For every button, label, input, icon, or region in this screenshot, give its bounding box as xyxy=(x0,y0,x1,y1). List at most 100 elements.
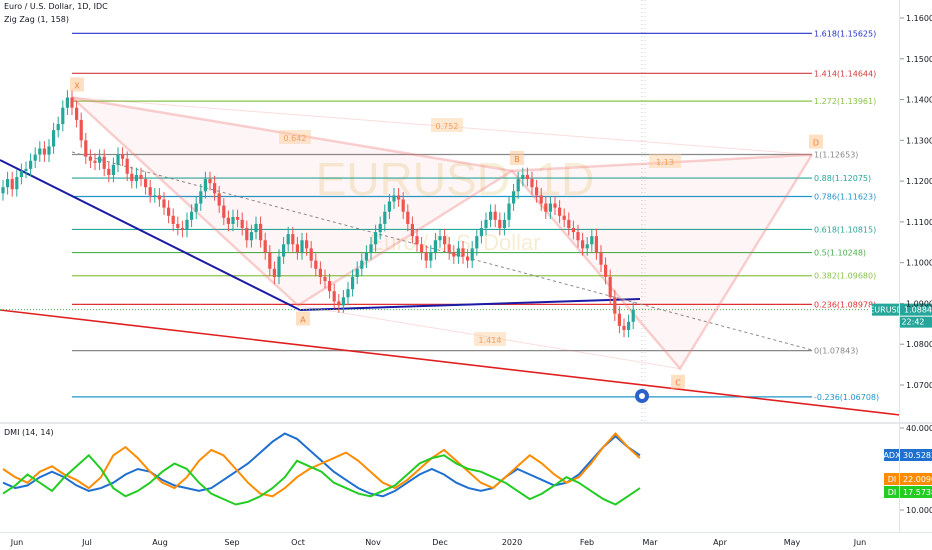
candle-body xyxy=(604,264,608,277)
candle-body xyxy=(226,217,230,224)
pattern-point-box xyxy=(809,134,823,149)
candle-body xyxy=(222,205,226,218)
y-tick-label: 1.07000 xyxy=(906,381,932,390)
dmi-legend-value: 17.5738 xyxy=(903,488,932,497)
candle-body xyxy=(438,236,442,241)
candle-body xyxy=(121,154,125,159)
fib-level-label: 0.5(1.10248) xyxy=(814,249,866,258)
candle-body xyxy=(415,236,419,245)
pattern-point-label: D xyxy=(813,139,819,148)
candle-body xyxy=(245,228,249,241)
candle-body xyxy=(378,223,382,233)
candle-body xyxy=(171,215,175,224)
candle-body xyxy=(190,211,194,220)
candle-body xyxy=(493,211,497,220)
candle-body xyxy=(134,174,138,182)
pattern-point-label: C xyxy=(675,379,681,388)
candle-body xyxy=(631,309,635,322)
harmonic-pattern-line xyxy=(71,96,814,371)
candle-body xyxy=(585,244,589,249)
y-tick-label: 1.16000 xyxy=(906,14,932,23)
candle-body xyxy=(346,289,350,298)
x-tick-label: May xyxy=(784,538,801,547)
candle-body xyxy=(24,168,28,171)
candle-body xyxy=(254,223,258,233)
candle-body xyxy=(599,252,603,265)
dmi-series-line xyxy=(2,453,641,506)
dmi-legend-tag xyxy=(884,486,900,498)
candle-body xyxy=(392,195,396,202)
x-tick-label: 2020 xyxy=(502,538,522,547)
fib-level-label: 1.414(1.14644) xyxy=(814,69,876,78)
candle-body xyxy=(1,187,5,194)
fib-level-label: 0.88(1.12075) xyxy=(814,174,871,183)
dmi-legend-tag xyxy=(884,473,900,485)
candle-body xyxy=(203,179,207,192)
candle-body xyxy=(364,252,368,261)
x-tick-label: Jun xyxy=(10,538,24,547)
dmi-legend-label: DI xyxy=(888,488,897,497)
ratio-label: 1.13 xyxy=(656,158,674,167)
countdown-tag xyxy=(900,316,932,328)
dmi-indicator-label[interactable]: DMI (14, 14) xyxy=(4,428,54,437)
harmonic-pattern-line xyxy=(511,153,813,173)
candle-body xyxy=(466,256,470,261)
pattern-point-box xyxy=(296,311,310,326)
harmonic-triangle xyxy=(512,154,812,369)
ratio-label: 1.414 xyxy=(479,336,502,345)
zigzag-indicator-label[interactable]: Zig Zag (1, 158) xyxy=(4,15,70,24)
ratio-box xyxy=(649,154,681,168)
y-tick-label: 1.14000 xyxy=(906,96,932,105)
candle-body xyxy=(213,183,217,194)
candle-body xyxy=(249,232,253,241)
candle-body xyxy=(374,232,378,245)
price-pane[interactable]: 1.618(1.15625) 1.414(1.14644) 1.272(1.1396… xyxy=(0,0,932,423)
candle-body xyxy=(157,195,161,200)
candle-body xyxy=(452,252,456,257)
candle-body xyxy=(84,140,88,157)
harmonic-triangle xyxy=(72,97,512,306)
candle-body xyxy=(29,160,33,169)
candle-body xyxy=(52,130,56,147)
candle-body xyxy=(576,232,580,241)
y-tick-label: 1.15000 xyxy=(906,55,932,64)
projection-line xyxy=(71,151,813,351)
candle-body xyxy=(291,234,295,245)
candle-body xyxy=(443,236,447,245)
candle-body xyxy=(525,174,529,180)
candle-body xyxy=(162,199,166,208)
symbol-title[interactable]: Euro / U.S. Dollar, 1D, IDC xyxy=(4,2,108,11)
x-tick-label: Dec xyxy=(432,538,447,547)
candle-body xyxy=(176,223,180,229)
candle-body xyxy=(314,260,318,269)
candle-body xyxy=(102,156,106,169)
candle-body xyxy=(19,170,23,178)
candle-body xyxy=(79,119,83,141)
candle-body xyxy=(10,179,14,190)
x-tick-label: Oct xyxy=(291,538,305,547)
candle-body xyxy=(323,276,327,282)
dmi-series-line xyxy=(2,432,641,498)
candle-body xyxy=(521,174,525,180)
dmi-legend-value: 22.0090 xyxy=(903,475,932,484)
harmonic-pattern-line xyxy=(71,97,813,156)
candle-body xyxy=(263,240,267,253)
dmi-legend-label: ADX xyxy=(883,451,901,460)
candle-body xyxy=(355,268,359,277)
candle-body xyxy=(231,216,235,224)
candle-body xyxy=(56,124,60,131)
ratio-box xyxy=(474,332,506,346)
candle-body xyxy=(286,234,290,245)
candle-body xyxy=(240,219,244,229)
candle-body xyxy=(111,164,115,175)
candle-body xyxy=(6,179,10,188)
candle-body xyxy=(65,97,69,108)
pattern-point-box xyxy=(510,150,524,165)
candle-body xyxy=(553,203,557,208)
fib-level-label: 0.618(1.10815) xyxy=(814,225,876,234)
candle-body xyxy=(61,107,65,125)
fib-level-label: 0.382(1.09680) xyxy=(814,272,876,281)
candle-body xyxy=(484,219,488,229)
